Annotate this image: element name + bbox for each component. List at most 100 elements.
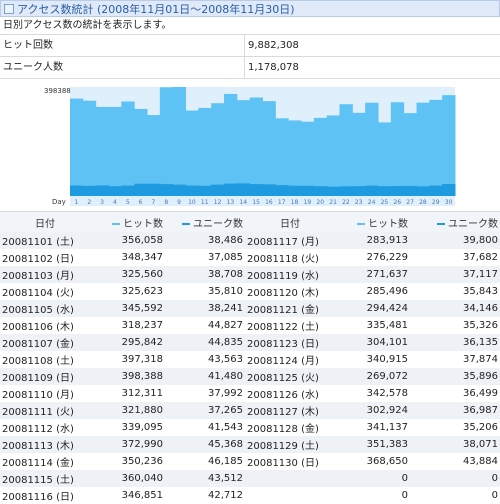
table-row: 20081106 (木) 318,237 44,827 20081122 (土) 335… <box>0 317 500 334</box>
cell-uniques: 35,326 <box>463 320 498 331</box>
cell-hits: 335,481 <box>366 320 408 331</box>
table-row: 20081116 (日) 346,851 42,712 0 0 <box>0 487 500 504</box>
table-row: 20081102 (日) 348,347 37,085 20081118 (火) 276… <box>0 249 500 266</box>
cell-uniques: 46,185 <box>208 456 243 467</box>
table-row: 20081101 (土) 356,058 38,486 20081117 (月) 283… <box>0 232 500 249</box>
unique-bar <box>134 183 148 196</box>
unique-bar <box>159 184 174 196</box>
cell-date: 20081107 (金) <box>0 334 90 351</box>
cell-date: 20081110 (月) <box>2 390 74 401</box>
cell-uniques: 44,835 <box>165 334 245 351</box>
cell-uniques: 35,206 <box>463 422 498 433</box>
cell-date: 20081104 (火) <box>2 288 74 299</box>
table-row: 20081113 (木) 372,990 45,368 20081129 (土) 351… <box>0 436 500 453</box>
x-tick-label: 28 <box>419 199 427 206</box>
x-tick-label: 1 <box>75 199 79 206</box>
cell-hits: 271,637 <box>335 266 410 283</box>
unique-bar <box>211 184 225 196</box>
data-table: 日付 ヒット数 ユニーク数 日付 ヒット数 ユニーク数 20081101 (土)… <box>0 212 500 504</box>
cell-date: 20081111 (火) <box>0 402 90 419</box>
x-tick-label: 9 <box>177 199 181 206</box>
unique-bar <box>429 185 443 196</box>
hit-bar <box>236 100 251 196</box>
hit-bar <box>262 101 276 196</box>
x-tick-label: 11 <box>201 199 209 206</box>
cell-hits: 342,578 <box>366 388 408 399</box>
x-tick-label: 29 <box>432 199 440 206</box>
cell-hits: 348,347 <box>121 252 163 263</box>
hit-bar <box>429 99 443 196</box>
cell-hits: 276,229 <box>366 252 408 263</box>
hit-bar <box>70 98 84 196</box>
table-row: 20081108 (土) 397,318 43,563 20081124 (月) 340… <box>0 351 500 368</box>
cell-hits: 283,913 <box>335 232 410 249</box>
hit-bar <box>275 118 289 196</box>
cell-date: 20081105 (水) <box>0 300 90 317</box>
x-tick-label: 14 <box>239 199 247 206</box>
unique-bar <box>365 185 379 196</box>
x-tick-label: 27 <box>406 199 414 206</box>
cell-hits: 0 <box>335 470 410 487</box>
x-tick-label: 2 <box>87 199 91 206</box>
cell-uniques: 45,368 <box>165 436 245 453</box>
hit-bar <box>288 120 302 196</box>
cell-uniques: 38,241 <box>165 300 245 317</box>
cell-date: 20081106 (木) <box>2 322 74 333</box>
unique-bar <box>416 186 430 196</box>
col-uniques: ユニーク数 <box>410 212 500 232</box>
x-tick-label: 23 <box>355 199 363 206</box>
unique-bar <box>172 184 186 196</box>
stat-label: ヒット回数 <box>0 35 245 56</box>
cell-hits: 350,236 <box>121 456 163 467</box>
x-tick-label: 20 <box>316 199 324 206</box>
cell-date: 20081128 (金) <box>247 424 319 435</box>
cell-date: 20081102 (日) <box>2 254 74 265</box>
cell-hits: 398,388 <box>90 368 165 385</box>
x-tick-label: 4 <box>113 199 117 206</box>
x-tick-label: 30 <box>445 199 453 206</box>
x-tick-label: 17 <box>278 199 286 206</box>
unique-bar <box>326 186 340 196</box>
cell-date: 20081109 (日) <box>0 368 90 385</box>
table-row: 20081115 (土) 360,040 43,512 0 0 <box>0 470 500 487</box>
cell-date: 20081119 (水) <box>245 266 335 283</box>
col-date: 日付 <box>245 212 335 232</box>
cell-uniques: 44,827 <box>208 320 243 331</box>
unique-bar <box>198 185 212 196</box>
x-tick-label: 24 <box>368 199 376 206</box>
hit-bar <box>211 103 225 196</box>
x-tick-label: 15 <box>252 199 260 206</box>
col-uniques: ユニーク数 <box>165 212 245 232</box>
hit-bar <box>416 102 430 196</box>
cell-uniques: 36,987 <box>410 402 500 419</box>
col-hits: ヒット数 <box>335 212 410 232</box>
chart-area: 398388 Day 1 2 3 4 5 6 7 8 9 10 11 12 13 14 15 16 17 18 19… <box>0 79 500 212</box>
cell-date: 20081120 (木) <box>247 288 319 299</box>
unique-bar <box>224 183 238 196</box>
cell-date: 20081114 (金) <box>2 458 74 469</box>
cell-date: 20081115 (土) <box>0 470 90 487</box>
hit-bar <box>147 115 161 196</box>
cell-uniques: 37,874 <box>463 354 498 365</box>
cell-hits: 295,842 <box>90 334 165 351</box>
cell-hits: 356,058 <box>90 232 165 249</box>
table-row: 20081114 (金) 350,236 46,185 20081130 (日) 368… <box>0 453 500 470</box>
table-row: 20081110 (月) 312,311 37,992 20081126 (水) 342… <box>0 385 500 402</box>
hit-bar <box>390 102 405 196</box>
unique-bar <box>275 185 289 196</box>
hit-bar <box>224 93 238 196</box>
stat-row-uniques: ユニーク人数 1,178,078 <box>0 57 500 79</box>
cell-hits: 312,311 <box>121 388 163 399</box>
page-title: アクセス数統計 (2008年11月01日～2008年11月30日) <box>17 2 295 16</box>
unique-bar <box>108 186 122 196</box>
hit-bar <box>82 100 97 196</box>
hit-bar <box>313 117 328 196</box>
cell-uniques: 38,071 <box>410 436 500 453</box>
x-tick-label: 18 <box>291 199 299 206</box>
cell-date: 20081103 (月) <box>0 266 90 283</box>
hit-bar <box>301 121 315 196</box>
cell-uniques: 43,563 <box>208 354 243 365</box>
table-row: 20081104 (火) 325,623 35,810 20081120 (木) 285… <box>0 283 500 300</box>
cell-hits: 345,592 <box>90 300 165 317</box>
cell-date: 20081101 (土) <box>0 232 90 249</box>
